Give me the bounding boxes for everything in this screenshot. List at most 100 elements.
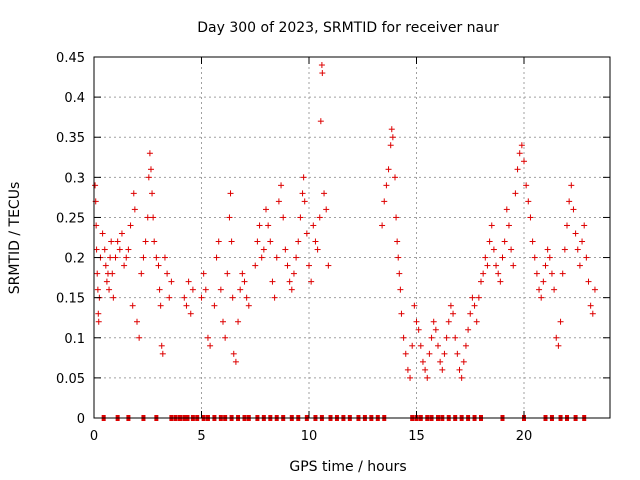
data-point [228, 238, 235, 245]
data-point [426, 350, 433, 357]
data-point [514, 166, 521, 173]
y-tick-label: 0.45 [56, 51, 85, 66]
data-point [561, 246, 568, 253]
data-point [393, 214, 400, 221]
data-point [486, 238, 493, 245]
data-point [413, 318, 420, 325]
data-point [138, 270, 145, 277]
data-point [458, 374, 465, 381]
data-point [428, 334, 435, 341]
data-point [301, 198, 308, 205]
data-point [583, 254, 590, 261]
data-point [222, 334, 229, 341]
data-point [94, 270, 101, 277]
data-point [252, 262, 259, 269]
data-point [538, 294, 545, 301]
data-point [409, 342, 416, 349]
data-point [564, 222, 570, 229]
data-point [570, 206, 577, 213]
data-point [94, 286, 101, 293]
data-point [473, 318, 480, 325]
data-point [454, 350, 461, 357]
data-point [161, 254, 168, 261]
data-point [198, 294, 205, 301]
data-point [202, 286, 209, 293]
data-point [523, 182, 530, 189]
data-point [435, 342, 441, 349]
data-point [136, 334, 143, 341]
data-point [156, 286, 163, 293]
data-point [118, 230, 125, 237]
data-point [469, 294, 476, 301]
data-point [462, 342, 469, 349]
data-point [505, 222, 512, 229]
data-point [422, 366, 429, 373]
data-points [92, 62, 598, 421]
data-point [116, 246, 123, 253]
data-point [108, 238, 115, 245]
data-point [529, 238, 536, 245]
data-point [200, 270, 207, 277]
data-point [397, 286, 404, 293]
data-point [220, 318, 226, 325]
data-point [159, 350, 166, 357]
data-point [566, 198, 573, 205]
data-point [321, 190, 328, 197]
data-point [456, 366, 463, 373]
data-point [480, 270, 487, 277]
data-point [441, 350, 448, 357]
data-point [226, 214, 233, 221]
data-point [168, 278, 175, 285]
data-point [92, 182, 99, 189]
data-point [589, 310, 596, 317]
data-point [383, 182, 390, 189]
data-point [145, 174, 152, 181]
data-point [130, 190, 137, 197]
x-tick-label: 5 [197, 429, 205, 444]
data-point [478, 278, 484, 285]
data-point [204, 334, 211, 341]
data-point [217, 286, 224, 293]
plot-frame [93, 56, 611, 419]
data-point [548, 270, 555, 277]
data-point [293, 254, 300, 261]
data-point [263, 206, 269, 213]
data-point [110, 294, 117, 301]
data-point [239, 270, 246, 277]
y-tick-label: 0.4 [64, 91, 85, 106]
data-point [271, 294, 278, 301]
data-point [153, 254, 160, 261]
data-point [213, 254, 220, 261]
data-point [443, 334, 450, 341]
data-point [230, 350, 237, 357]
data-point [99, 230, 106, 237]
data-point [495, 270, 502, 277]
data-point [181, 294, 188, 301]
data-point [432, 326, 439, 333]
data-point [540, 278, 547, 285]
y-axis-label: SRMTID / TECUs [7, 182, 23, 295]
data-point [224, 270, 231, 277]
data-point [265, 222, 272, 229]
data-point [93, 246, 100, 253]
data-point [568, 182, 575, 189]
data-point [318, 62, 325, 69]
data-point [392, 174, 398, 181]
data-point [103, 278, 110, 285]
data-point [185, 278, 192, 285]
data-point [275, 198, 282, 205]
data-point [542, 262, 549, 269]
data-point [398, 310, 405, 317]
data-point [424, 374, 431, 381]
data-point [576, 262, 583, 269]
data-point [306, 262, 312, 269]
x-tick-label: 20 [516, 429, 533, 444]
data-point [235, 318, 242, 325]
data-point [147, 166, 154, 173]
data-point [533, 270, 540, 277]
data-point [467, 310, 474, 317]
data-point [189, 286, 196, 293]
x-tick-label: 0 [90, 429, 98, 444]
data-point [484, 262, 491, 269]
